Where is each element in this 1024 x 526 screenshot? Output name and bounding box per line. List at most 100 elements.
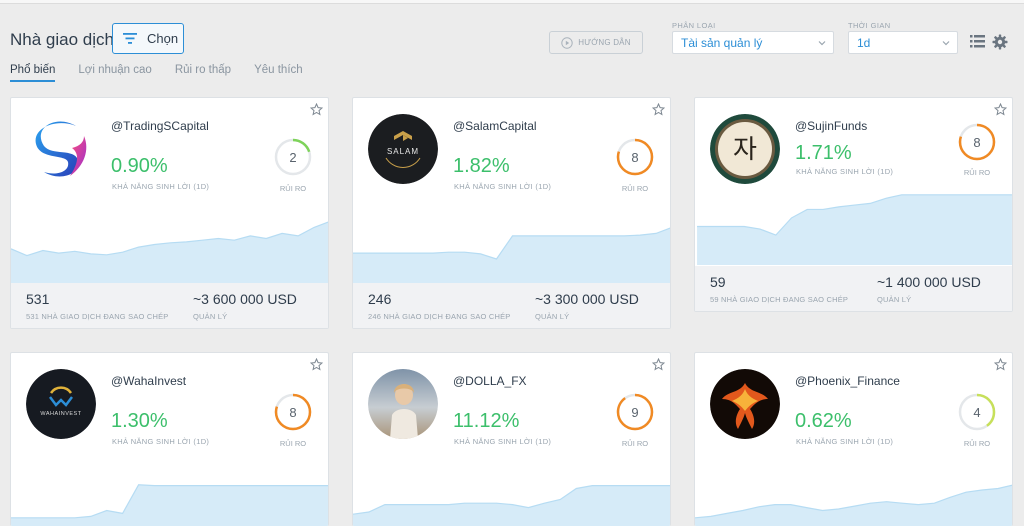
risk-value: 4 bbox=[973, 404, 981, 420]
gear-icon[interactable] bbox=[992, 34, 1008, 50]
risk-ring bbox=[274, 393, 312, 431]
category-value: Tài sản quản lý bbox=[681, 35, 763, 50]
star-icon[interactable] bbox=[652, 358, 665, 371]
star-icon[interactable] bbox=[310, 358, 323, 371]
sparkline-chart bbox=[695, 484, 1012, 526]
filter-tabs: Phổ biến Lợi nhuận cao Rủi ro thấp Yêu t… bbox=[10, 64, 326, 82]
avatar: 자 bbox=[710, 114, 780, 184]
time-value: 1d bbox=[857, 35, 871, 50]
star-icon[interactable] bbox=[652, 103, 665, 116]
aum-label: QUẢN LÝ bbox=[877, 295, 912, 304]
avatar: SALAM bbox=[368, 114, 438, 184]
sparkline-area bbox=[695, 485, 1012, 526]
risk-value: 8 bbox=[973, 134, 981, 150]
trader-handle: @WahaInvest bbox=[111, 374, 187, 388]
time-label: THỜI GIAN bbox=[848, 21, 891, 30]
tab-favorites[interactable]: Yêu thích bbox=[254, 64, 303, 76]
card-footer: 59 59 NHÀ GIAO DỊCH ĐANG SAO CHÉP ~1 400… bbox=[695, 266, 1012, 311]
profit-label: KHẢ NĂNG SINH LỜI (1D) bbox=[796, 437, 894, 446]
risk-label: RỦI RO bbox=[279, 184, 307, 193]
avatar bbox=[710, 369, 780, 439]
profit-value: 0.62% bbox=[795, 410, 852, 432]
risk-value: 8 bbox=[631, 149, 639, 165]
sparkline-area bbox=[353, 485, 670, 526]
avatar: WAHAINVEST bbox=[26, 369, 96, 439]
sparkline-line bbox=[11, 484, 328, 519]
avatar-logo-text: 자 bbox=[733, 135, 757, 165]
risk-ring-fill bbox=[274, 393, 312, 431]
risk-label: RỦI RO bbox=[621, 184, 649, 193]
filter-icon bbox=[123, 33, 137, 44]
trader-card[interactable]: 자 @SujinFunds 1.71% KHẢ NĂNG SINH LỜI (1… bbox=[694, 97, 1013, 312]
risk-label: RỦI RO bbox=[963, 168, 991, 177]
profit-value: 11.12% bbox=[453, 410, 520, 432]
trader-card[interactable]: @Phoenix_Finance 0.62% KHẢ NĂNG SINH LỜI… bbox=[694, 352, 1013, 526]
profit-label: KHẢ NĂNG SINH LỜI (1D) bbox=[796, 167, 894, 176]
chevron-down-icon bbox=[818, 41, 826, 46]
tab-low-risk[interactable]: Rủi ro thấp bbox=[174, 64, 232, 76]
aum-label: QUẢN LÝ bbox=[193, 312, 228, 321]
profit-label: KHẢ NĂNG SINH LỜI (1D) bbox=[112, 437, 210, 446]
avatar bbox=[368, 369, 438, 439]
guide-button[interactable]: HƯỚNG DẪN bbox=[549, 31, 643, 54]
list-view-icon[interactable] bbox=[970, 35, 985, 48]
aum-label: QUẢN LÝ bbox=[535, 312, 570, 321]
top-strip bbox=[0, 0, 1024, 4]
trader-handle: @SalamCapital bbox=[453, 119, 537, 133]
risk-label: RỦI RO bbox=[621, 439, 649, 448]
tab-popular[interactable]: Phổ biến bbox=[10, 64, 56, 82]
sparkline-area bbox=[11, 222, 328, 283]
profit-label: KHẢ NĂNG SINH LỜI (1D) bbox=[454, 437, 552, 446]
risk-ring bbox=[958, 123, 996, 161]
trader-card[interactable]: WAHAINVEST @WahaInvest 1.30% KHẢ NĂNG SI… bbox=[10, 352, 329, 526]
time-select[interactable]: 1d bbox=[848, 31, 958, 54]
risk-ring-fill bbox=[958, 393, 996, 431]
risk-ring-fill bbox=[274, 138, 312, 176]
trader-card[interactable]: @DOLLA_FX 11.12% KHẢ NĂNG SINH LỜI (1D) … bbox=[352, 352, 671, 526]
trader-handle: @DOLLA_FX bbox=[453, 374, 527, 388]
sparkline-chart bbox=[697, 194, 1012, 265]
choose-label: Chọn bbox=[147, 31, 179, 46]
trader-card[interactable]: SALAM @SalamCapital 1.82% KHẢ NĂNG SINH … bbox=[352, 97, 671, 329]
sparkline-area bbox=[353, 228, 670, 283]
play-circle-icon bbox=[561, 36, 573, 49]
risk-value: 9 bbox=[631, 404, 639, 420]
category-select[interactable]: Tài sản quản lý bbox=[672, 31, 834, 54]
star-icon[interactable] bbox=[994, 103, 1007, 116]
risk-ring bbox=[616, 393, 654, 431]
category-label: PHÂN LOẠI bbox=[672, 21, 716, 30]
card-footer: 531 531 NHÀ GIAO DỊCH ĐANG SAO CHÉP ~3 6… bbox=[11, 283, 328, 328]
star-icon[interactable] bbox=[310, 103, 323, 116]
avatar-logo-text: SALAM bbox=[387, 147, 419, 156]
star-icon[interactable] bbox=[994, 358, 1007, 371]
card-footer: 246 246 NHÀ GIAO DỊCH ĐANG SAO CHÉP ~3 3… bbox=[353, 283, 670, 328]
sparkline-line bbox=[695, 484, 1012, 519]
copiers-count: 59 bbox=[710, 274, 726, 290]
risk-label: RỦI RO bbox=[279, 439, 307, 448]
profit-value: 1.82% bbox=[453, 155, 510, 177]
profit-value: 1.30% bbox=[111, 410, 168, 432]
aum-value: ~1 400 000 USD bbox=[877, 274, 981, 290]
trader-handle: @TradingSCapital bbox=[111, 119, 209, 133]
copiers-label: 59 NHÀ GIAO DỊCH ĐANG SAO CHÉP bbox=[710, 295, 849, 304]
profit-label: KHẢ NĂNG SINH LỜI (1D) bbox=[454, 182, 552, 191]
choose-filter-button[interactable]: Chọn bbox=[112, 23, 184, 54]
trader-card[interactable]: @TradingSCapital 0.90% KHẢ NĂNG SINH LỜI… bbox=[10, 97, 329, 329]
trader-handle: @SujinFunds bbox=[795, 119, 868, 133]
risk-ring-fill bbox=[958, 123, 996, 161]
profit-label: KHẢ NĂNG SINH LỜI (1D) bbox=[112, 182, 210, 191]
risk-ring-fill bbox=[616, 138, 654, 176]
profit-value: 0.90% bbox=[111, 155, 168, 177]
sparkline-line bbox=[11, 221, 328, 257]
copiers-label: 246 NHÀ GIAO DỊCH ĐANG SAO CHÉP bbox=[368, 312, 511, 321]
risk-value: 8 bbox=[289, 404, 297, 420]
risk-ring bbox=[274, 138, 312, 176]
aum-value: ~3 300 000 USD bbox=[535, 291, 639, 307]
risk-label: RỦI RO bbox=[963, 439, 991, 448]
tab-high-profit[interactable]: Lợi nhuận cao bbox=[78, 64, 152, 76]
risk-ring bbox=[958, 393, 996, 431]
profit-value: 1.71% bbox=[795, 142, 852, 164]
risk-value: 2 bbox=[289, 149, 297, 165]
sparkline-area bbox=[11, 484, 328, 526]
sparkline-chart bbox=[11, 484, 328, 526]
